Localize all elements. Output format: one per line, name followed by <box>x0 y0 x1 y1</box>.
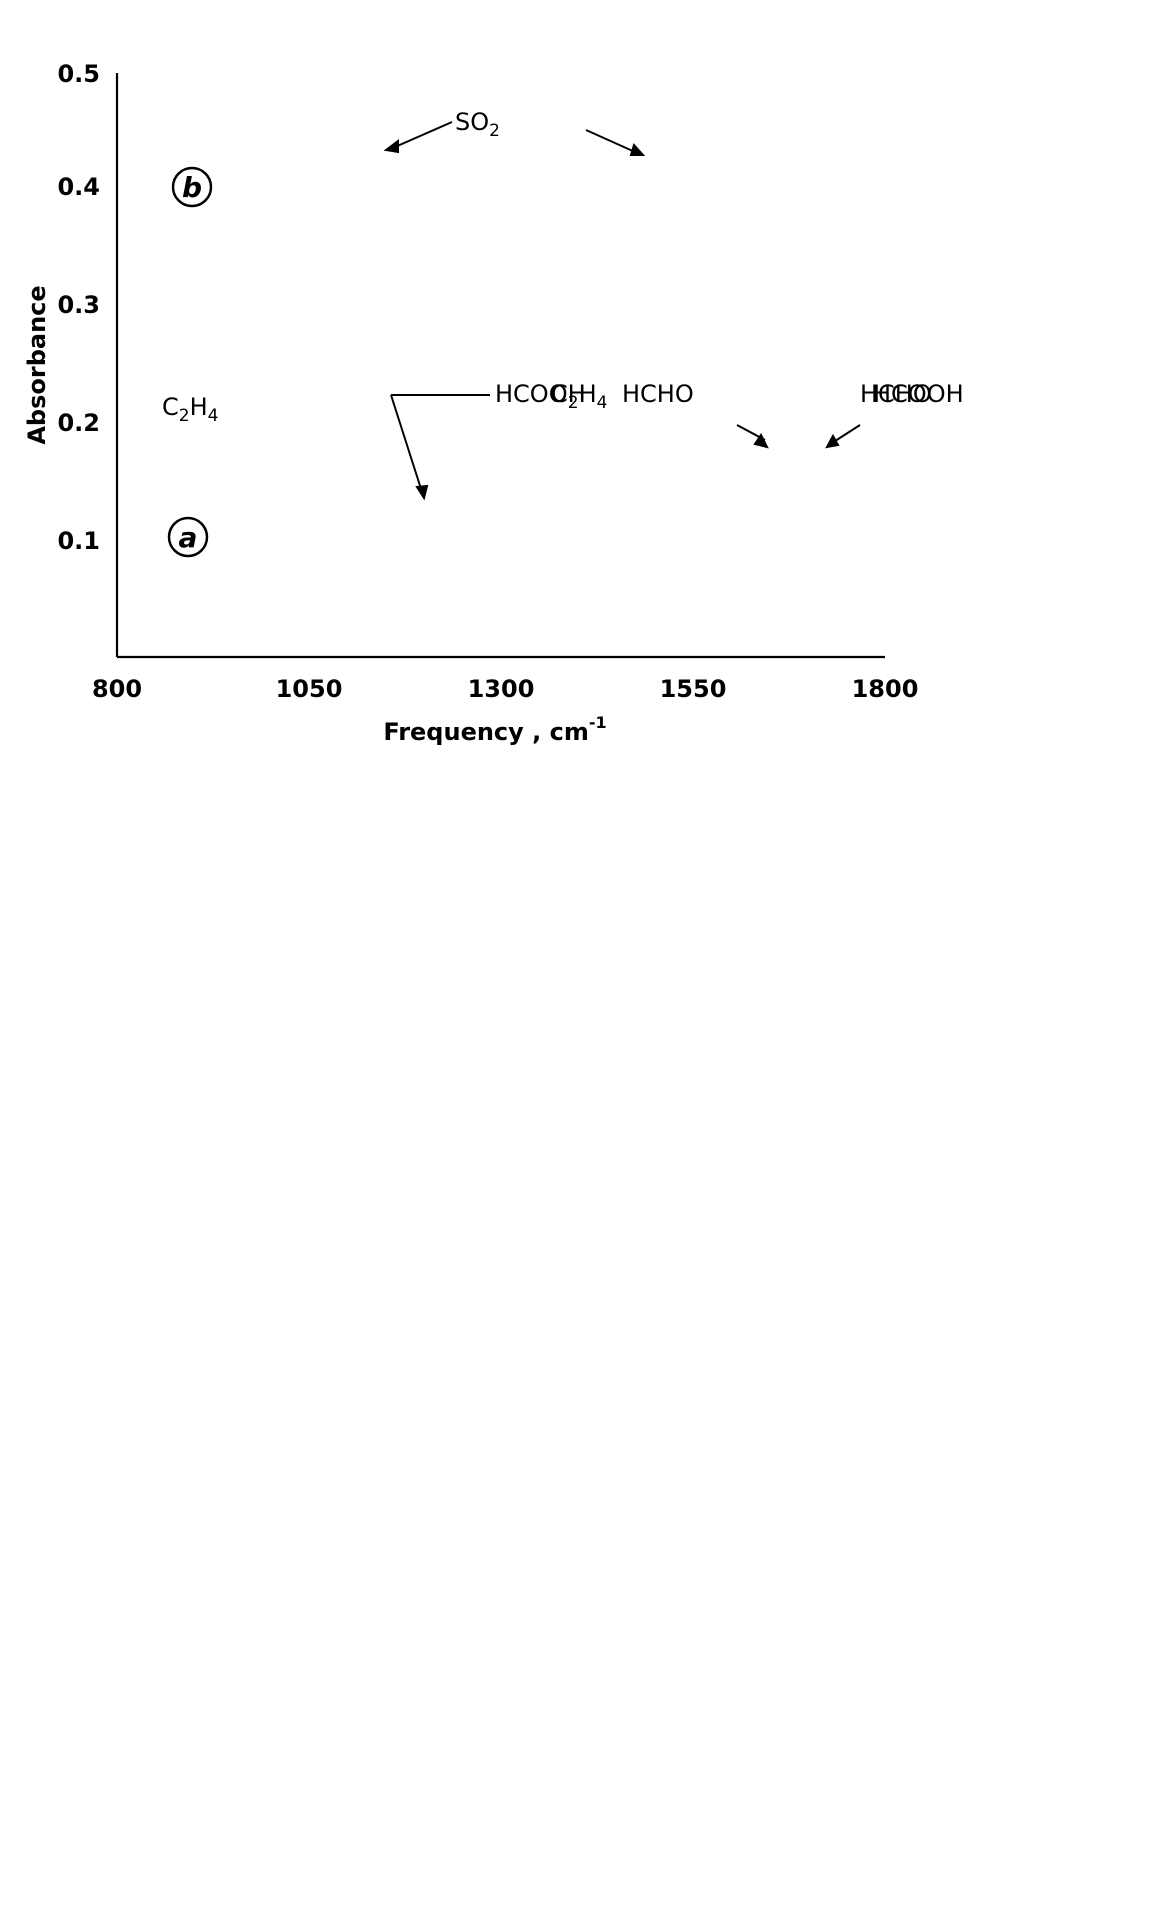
trace-label-b: b <box>171 166 213 208</box>
top-y-axis-title: Absorbance <box>23 285 51 444</box>
top-xtick-label: 800 <box>92 675 142 703</box>
top-ytick-label: 0.1 <box>57 527 100 555</box>
label-hcho-right: HCHO <box>860 380 932 408</box>
top-xtick-label: 1050 <box>276 675 343 703</box>
top-ytick-label: 0.4 <box>57 173 100 201</box>
hcooh-mid-bracket <box>390 394 490 501</box>
so2-arrows <box>383 121 646 156</box>
top-chart: 0.5 0.4 0.3 0.2 0.1 800 1050 1300 1550 1… <box>23 60 964 746</box>
svg-text:a: a <box>179 521 198 554</box>
label-hcooh-right: HCOOH <box>873 380 964 408</box>
top-xtick-label: 1800 <box>852 675 919 703</box>
hcho-right-arrow <box>736 424 769 449</box>
top-xtick-label: 1550 <box>660 675 727 703</box>
label-c2h4-mid: C2H4 <box>551 380 607 413</box>
label-so2: SO2 <box>455 108 500 141</box>
top-xtick-label: 1300 <box>468 675 535 703</box>
label-hcooh-mid: HCOOH <box>495 380 586 408</box>
trace-label-a: a <box>167 516 209 558</box>
top-ytick-label: 0.3 <box>57 291 100 319</box>
label-c2h4-left: C2H4 <box>162 393 218 426</box>
hcooh-right-arrow <box>825 424 861 449</box>
label-hcho-center: HCHO <box>622 380 694 408</box>
top-x-axis-title: Frequency , cm-1 <box>383 713 606 746</box>
top-ytick-label: 0.2 <box>57 409 100 437</box>
svg-text:b: b <box>182 171 202 204</box>
top-ytick-label: 0.5 <box>57 60 100 88</box>
